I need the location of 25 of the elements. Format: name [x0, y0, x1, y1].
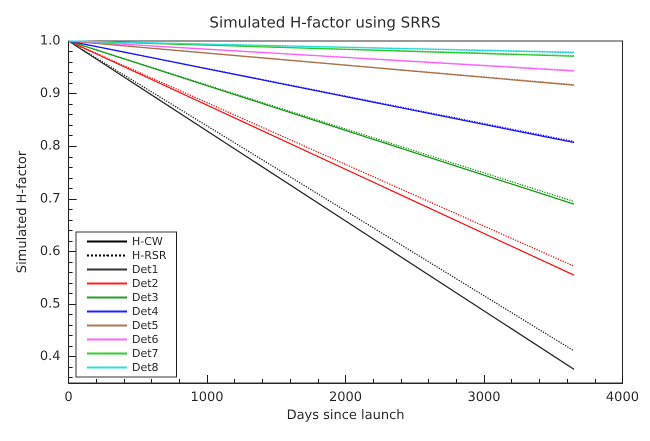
- legend-label: Det6: [132, 333, 159, 346]
- chart-title: Simulated H-factor using SRRS: [209, 14, 441, 32]
- y-tick-label: 0.5: [40, 296, 61, 312]
- y-tick-label: 0.8: [40, 138, 61, 154]
- x-tick-label: 4000: [606, 390, 640, 405]
- legend-label: Det5: [132, 319, 159, 332]
- y-tick-label: 1.0: [40, 34, 61, 48]
- x-tick-label: 1000: [190, 390, 224, 405]
- legend-label: H-RSR: [132, 249, 167, 262]
- legend-label: Det3: [132, 291, 159, 304]
- y-tick-label: 0.6: [40, 244, 61, 259]
- y-tick-label: 0.9: [40, 86, 61, 102]
- legend-label: Det4: [132, 305, 159, 318]
- y-tick-label: 0.4: [40, 349, 61, 364]
- legend-label: Det8: [132, 361, 159, 374]
- x-tick-label: 2000: [328, 390, 362, 405]
- y-tick-label: 0.7: [40, 191, 61, 206]
- legend-label: Det1: [132, 263, 159, 276]
- legend-label: Det7: [132, 347, 159, 360]
- x-axis-title: Days since launch: [286, 408, 404, 423]
- x-tick-label: 3000: [467, 390, 501, 405]
- legend-label: Det2: [132, 277, 159, 290]
- x-tick-label: 0: [64, 390, 73, 405]
- legend-label: H-CW: [132, 235, 163, 248]
- y-axis-title: Simulated H-factor: [15, 150, 30, 274]
